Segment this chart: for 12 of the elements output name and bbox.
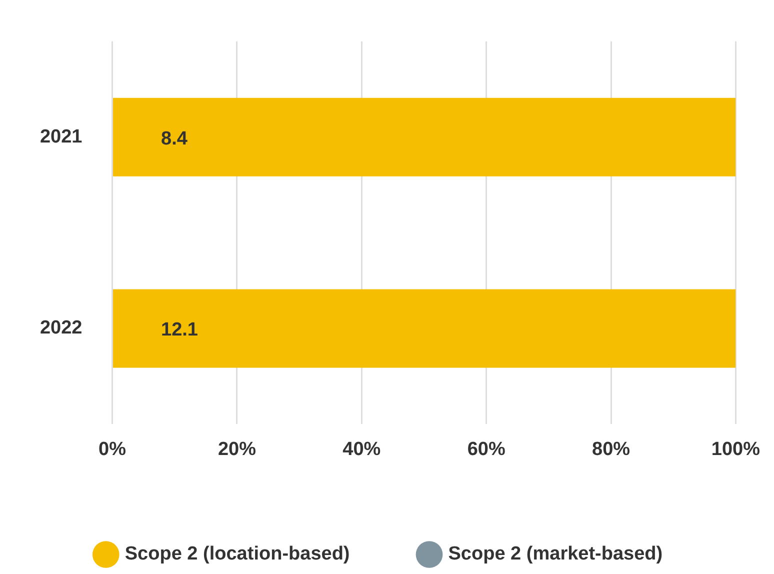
x-tick-label: 80% — [592, 438, 630, 460]
x-tick-label: 40% — [342, 438, 381, 460]
y-tick-label: 2022 — [40, 318, 82, 339]
x-tick-label: 60% — [467, 438, 506, 460]
x-tick-label: 100% — [711, 438, 760, 460]
legend-label: Scope 2 (market-based) — [448, 544, 663, 565]
legend-label: Scope 2 (location-based) — [124, 544, 350, 565]
y-tick-label: 2021 — [40, 126, 83, 148]
x-tick-label: 20% — [218, 438, 256, 460]
annotation: 8.4 — [161, 128, 188, 150]
x-tick-label: 0% — [98, 438, 126, 460]
annotation: 12.1 — [161, 320, 198, 341]
